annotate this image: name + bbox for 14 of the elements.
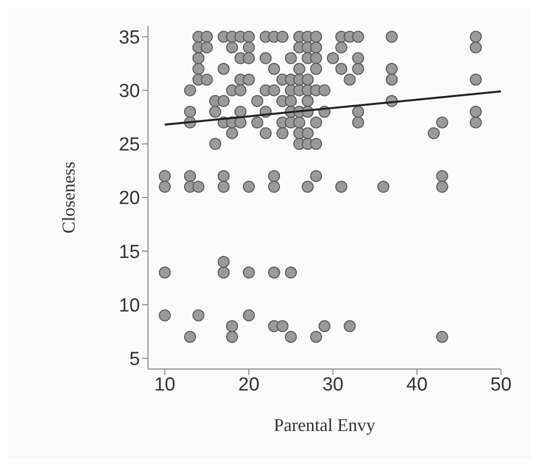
x-axis-title: Parental Envy: [274, 415, 376, 435]
x-tick-label: 20: [238, 374, 260, 396]
y-tick-label: 5: [129, 349, 140, 370]
x-tick-label: 10: [154, 374, 176, 396]
y-tick-label: 10: [118, 295, 140, 316]
y-tick-label: 30: [118, 81, 140, 102]
x-tick-label: 40: [406, 374, 428, 396]
x-tick-label: 30: [322, 374, 344, 396]
y-axis-title: Closeness: [58, 162, 78, 234]
y-tick-label: 15: [118, 242, 140, 263]
y-tick-label: 25: [118, 134, 140, 156]
y-tick-label: 20: [118, 188, 140, 210]
y-tick-label: 35: [118, 27, 140, 48]
x-tick-label: 50: [490, 374, 512, 396]
